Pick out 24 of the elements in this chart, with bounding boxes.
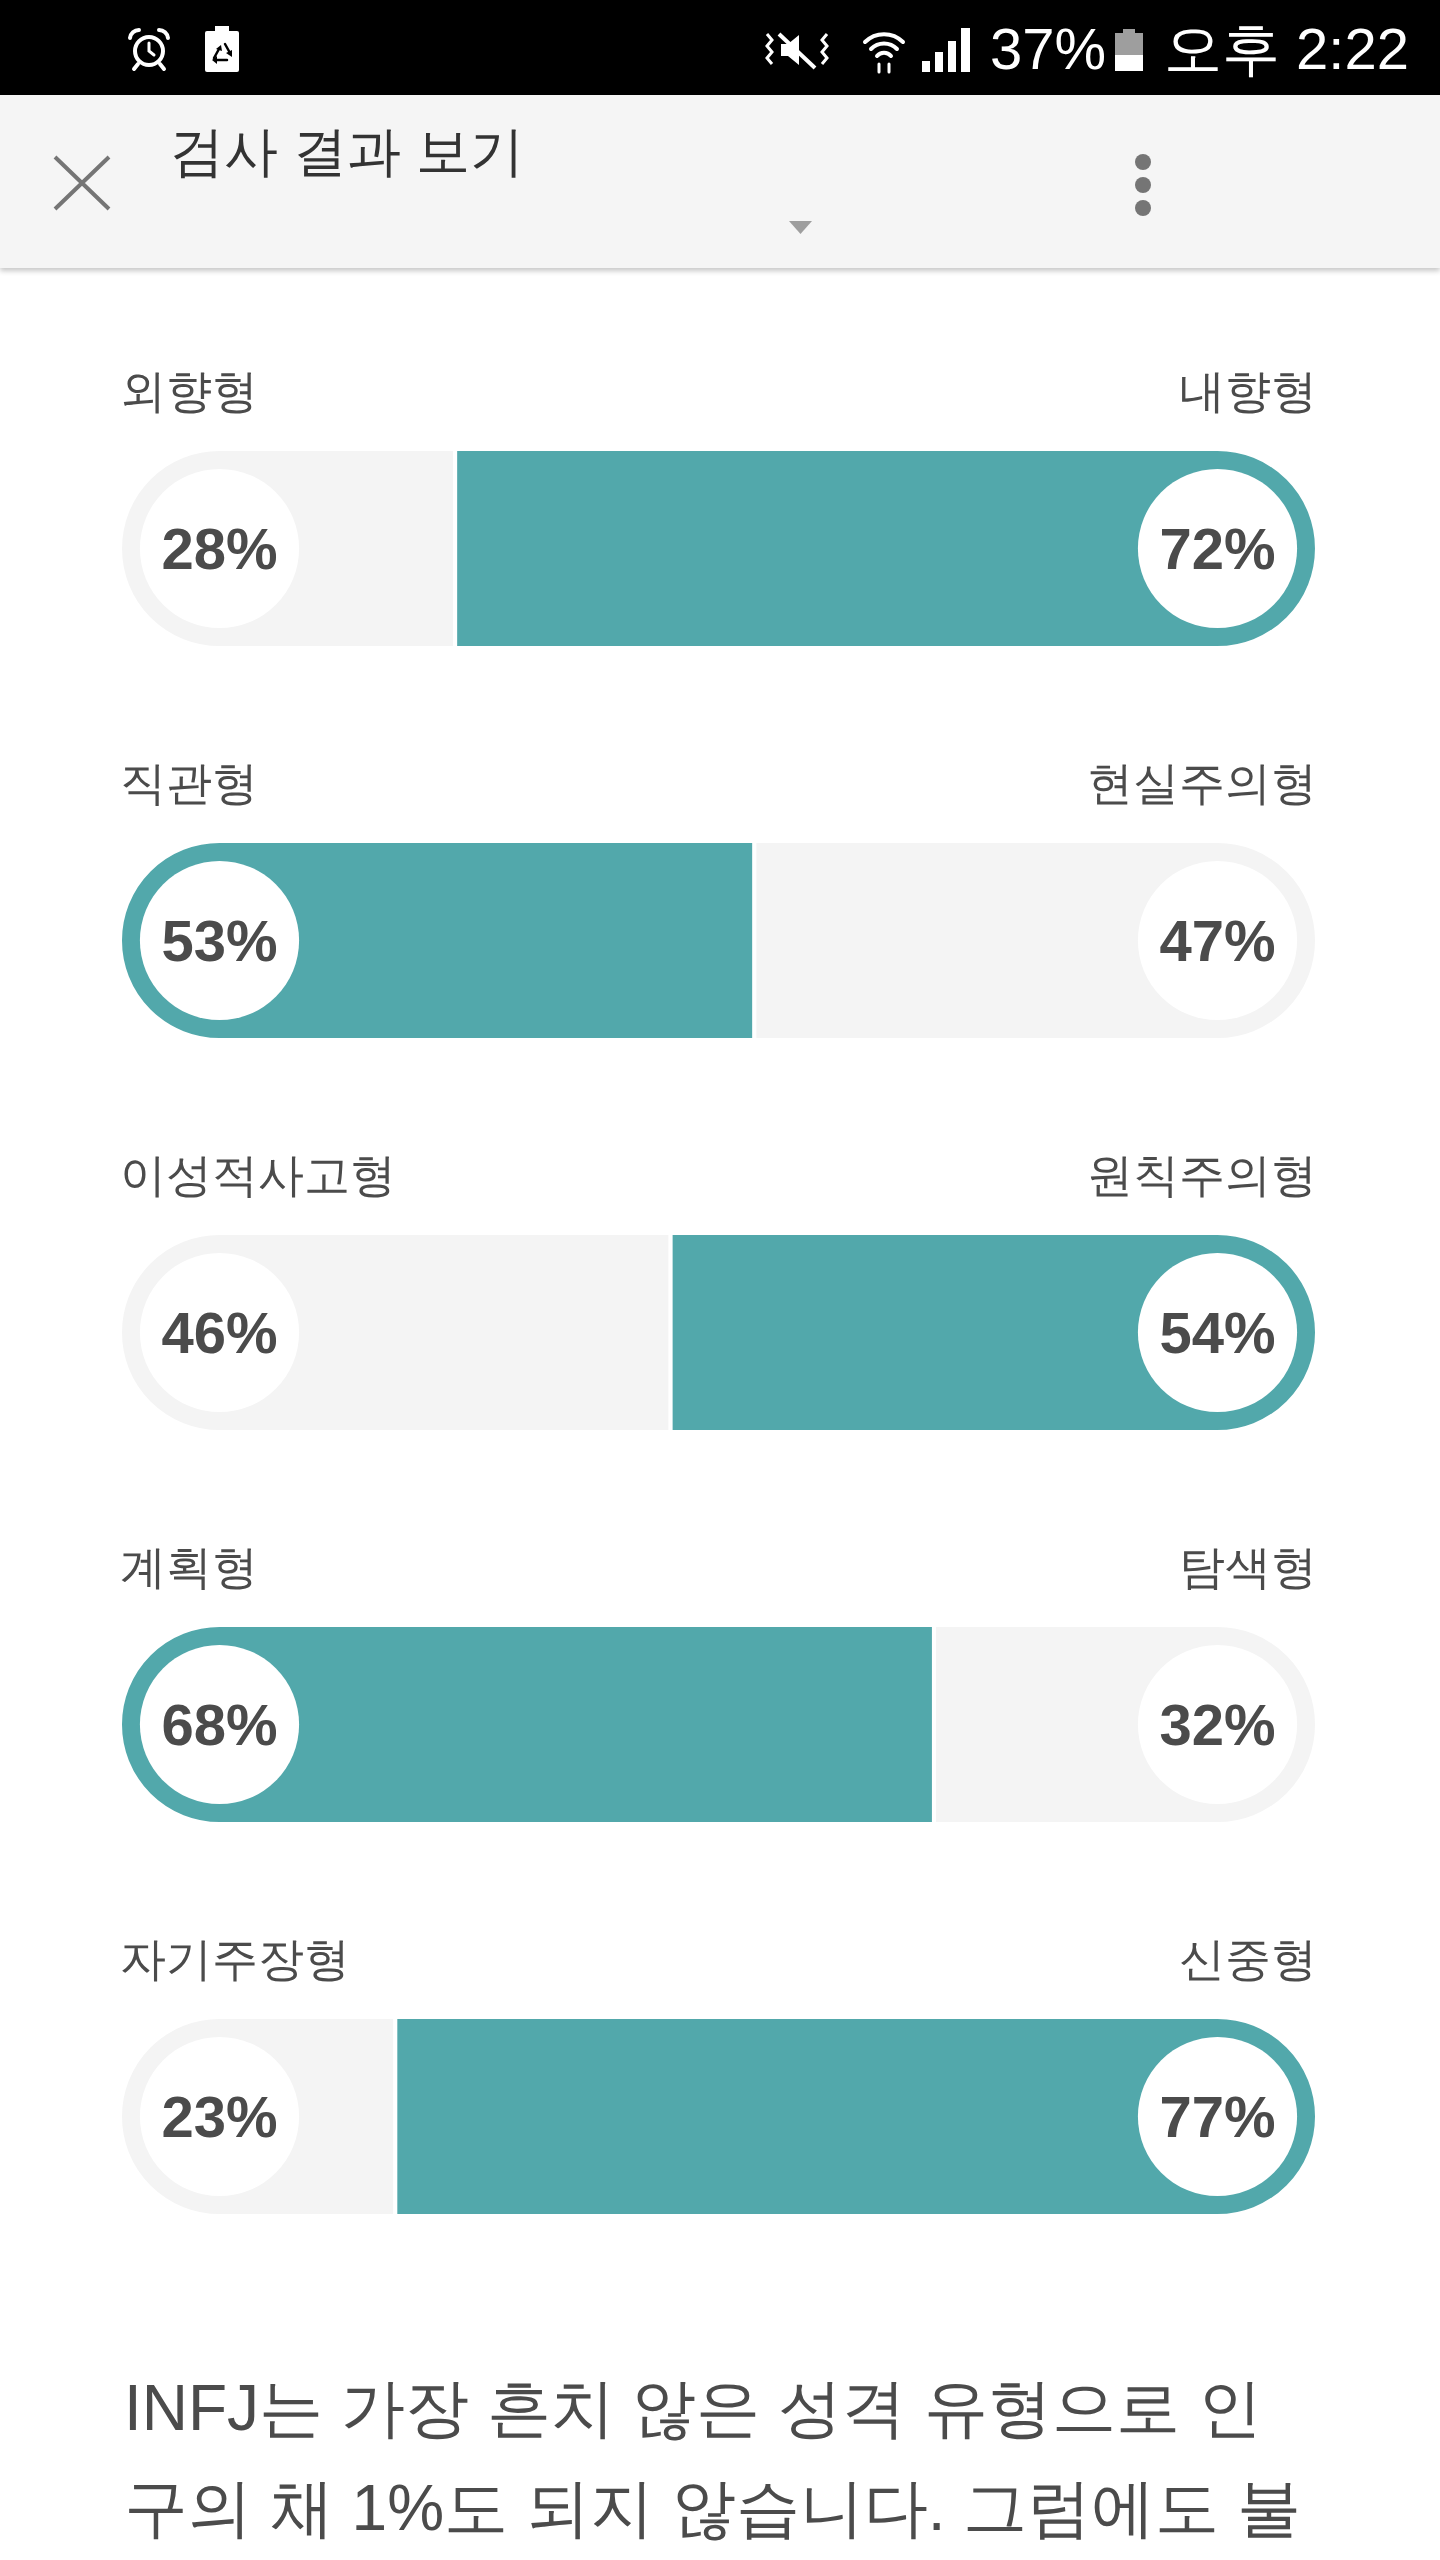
data-label: 54% bbox=[1159, 1300, 1276, 1365]
data-label: 72% bbox=[1159, 516, 1276, 581]
data-label: 32% bbox=[1159, 1692, 1276, 1757]
y2-tick-label: 현실주의형 bbox=[1087, 756, 1317, 809]
data-label: 77% bbox=[1159, 2084, 1276, 2149]
text: INFJ는 가장 흔치 않은 성격 유형으로 인구의 채 1%도 되지 않습니다. 그럼에도 불 bbox=[124, 2371, 1302, 2546]
y2-tick-label: 내향형 bbox=[1179, 364, 1317, 417]
y-tick-label: 자기주장형 bbox=[120, 1932, 350, 1985]
data-label: 46% bbox=[161, 1300, 278, 1365]
data-label: 23% bbox=[161, 2084, 278, 2149]
y-tick-label: 직관형 bbox=[120, 756, 258, 809]
y-tick-label: 외향형 bbox=[120, 364, 258, 417]
y-tick-label: 계획형 bbox=[120, 1540, 258, 1593]
y2-tick-label: 탐색형 bbox=[1179, 1540, 1317, 1593]
data-label: 68% bbox=[161, 1692, 278, 1757]
text: 검사 결과 보기 bbox=[170, 120, 525, 183]
y-tick-label: 이성적사고형 bbox=[120, 1148, 396, 1201]
text: 37% bbox=[990, 16, 1107, 81]
y2-tick-label: 원칙주의형 bbox=[1087, 1148, 1317, 1201]
data-label: 53% bbox=[161, 908, 278, 973]
data-label: 47% bbox=[1159, 908, 1276, 973]
y2-tick-label: 신중형 bbox=[1179, 1932, 1317, 1985]
data-label: 28% bbox=[161, 516, 278, 581]
text: 오후 2:22 bbox=[1164, 16, 1409, 81]
